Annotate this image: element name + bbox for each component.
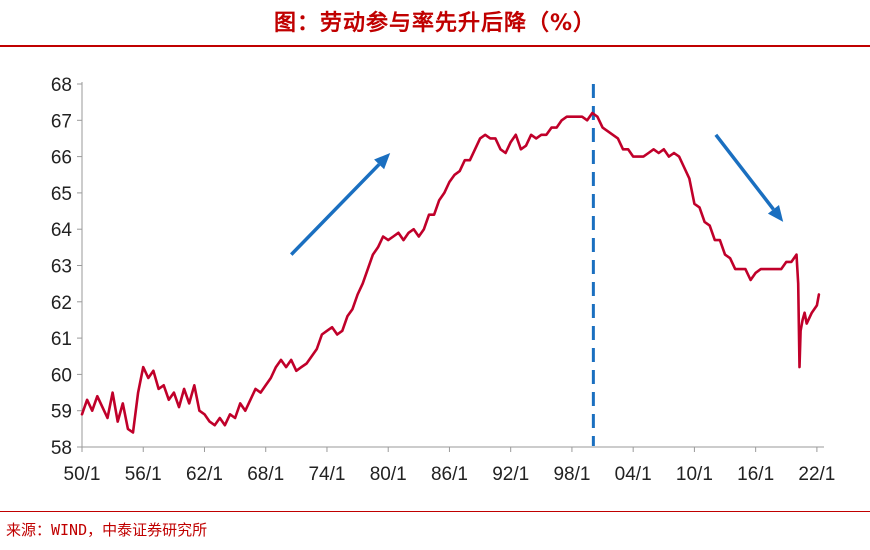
y-tick-label: 63 [51,257,72,278]
series-line [80,111,821,434]
x-tick-label: 62/1 [186,464,223,485]
trend-arrows [289,133,784,256]
x-tick-label: 68/1 [247,464,284,485]
x-tick-label: 16/1 [737,464,774,485]
chart-axes [81,82,824,448]
trend-arrow-shaft-up [289,163,381,256]
bottom-divider [0,511,870,512]
x-tick-label: 80/1 [370,464,407,485]
x-tick-label: 92/1 [492,464,529,485]
x-tick-label: 04/1 [615,464,652,485]
x-axis-ticks: 50/1 56/1 62/1 68/1 74/1 80/1 86/1 92/1 98/1 04/1… [64,447,835,485]
y-tick-label: 62 [51,293,72,314]
x-tick-label: 22/1 [798,464,835,485]
x-tick-label: 50/1 [64,464,101,485]
source-note: 来源：WIND，中泰证券研究所 [6,521,208,539]
trend-arrow-head-down [767,205,784,222]
y-tick-label: 68 [51,75,72,96]
y-tick-label: 66 [51,148,72,169]
y-tick-label: 64 [51,220,73,241]
chart-title: 图：劳动参与率先升后降（%） [273,11,597,36]
trend-arrow-head-up [374,153,391,170]
x-tick-label: 10/1 [676,464,713,485]
y-axis-ticks: 58 59 60 61 62 63 64 65 66 67 68 [51,75,82,459]
y-tick-label: 59 [51,402,72,423]
x-tick-label: 98/1 [553,464,590,485]
top-divider [0,45,870,47]
series-layer [80,111,821,434]
y-tick-label: 65 [51,184,72,205]
y-tick-label: 61 [51,329,72,350]
y-tick-label: 60 [51,365,72,386]
x-tick-label: 74/1 [308,464,345,485]
trend-arrow-shaft-down [714,133,775,211]
chart-title-bar: 图：劳动参与率先升后降（%） [0,0,870,42]
y-tick-label: 67 [51,111,72,132]
x-tick-label: 86/1 [431,464,468,485]
y-tick-label: 58 [51,438,72,459]
x-tick-label: 56/1 [125,464,162,485]
